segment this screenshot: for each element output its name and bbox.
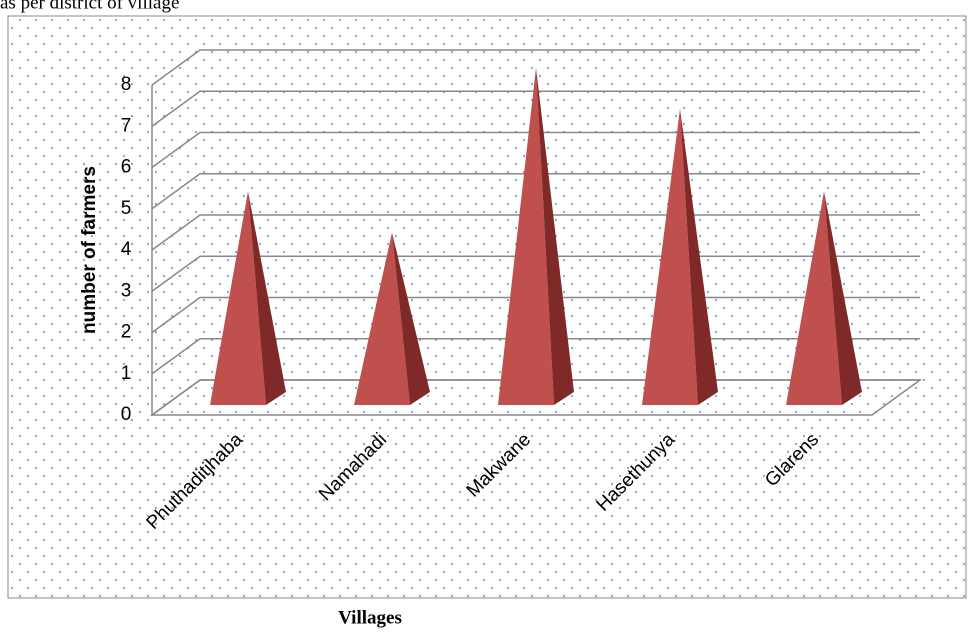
- pyramid: [642, 108, 718, 405]
- pyramid-front: [786, 191, 842, 405]
- pyramid-side: [248, 191, 286, 405]
- pyramid: [210, 191, 286, 405]
- y-axis-label: number of farmers: [79, 166, 100, 334]
- chart-title: as per district of village: [0, 0, 179, 13]
- pyramid-front: [354, 232, 410, 405]
- y-tick-label: 0: [121, 404, 132, 425]
- x-axis-label: Villages: [338, 607, 402, 628]
- pyramid-side: [536, 67, 574, 405]
- pyramid-side: [680, 108, 718, 405]
- pyramid-front: [210, 191, 266, 405]
- grid-line: [151, 90, 920, 127]
- pyramid: [354, 232, 430, 405]
- y-tick-label: 2: [121, 322, 132, 343]
- y-tick-label: 3: [121, 280, 132, 301]
- pyramid-side: [392, 232, 430, 405]
- pyramid: [786, 191, 862, 405]
- grid-line: [151, 49, 920, 86]
- y-tick-label: 6: [121, 157, 132, 178]
- pyramid-front: [642, 108, 698, 405]
- y-tick-label: 1: [121, 363, 132, 384]
- y-tick-label: 7: [121, 115, 132, 136]
- pyramid-side: [824, 191, 862, 405]
- y-tick-label: 4: [121, 239, 132, 260]
- y-tick-label: 8: [121, 74, 132, 95]
- pyramid-front: [498, 67, 554, 405]
- y-tick-label: 5: [121, 198, 132, 219]
- pyramid: [498, 67, 574, 405]
